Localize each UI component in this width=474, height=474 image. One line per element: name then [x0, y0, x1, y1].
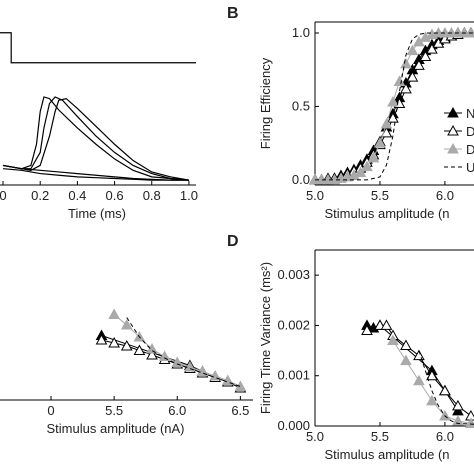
series-line: [315, 32, 474, 181]
marker: [380, 118, 393, 129]
x-tick-label: 0.6: [106, 188, 124, 203]
trace: [2, 96, 189, 181]
x-tick-label: 6.0: [168, 403, 186, 418]
y-tick-label: 0.002: [277, 317, 310, 332]
y-tick-label: 0.000: [277, 418, 310, 433]
marker: [95, 333, 108, 345]
trace: [2, 97, 190, 181]
y-tick-label: 0.5: [292, 98, 310, 113]
x-tick-label: 5.5: [371, 188, 389, 203]
x-tick-label: 5.5: [371, 429, 389, 444]
legend-label: U: [466, 160, 474, 175]
marker: [120, 339, 133, 351]
x-tick-label: 6.5: [231, 403, 249, 418]
marker: [452, 414, 464, 426]
legend-swatch: [447, 124, 459, 136]
series-line: [126, 317, 241, 387]
marker: [196, 365, 209, 376]
x-tick-label: 0: [0, 188, 7, 203]
x-tick-label: 5.0: [306, 429, 324, 444]
series-line: [418, 350, 474, 425]
marker: [367, 151, 380, 163]
marker: [426, 369, 438, 381]
marker: [439, 384, 451, 396]
y-tick-label: 0.003: [277, 267, 310, 282]
marker: [387, 96, 399, 107]
marker: [354, 166, 367, 178]
marker: [406, 71, 419, 82]
trace: [0, 32, 196, 64]
marker: [400, 339, 412, 351]
y-tick-label: 1.0: [292, 25, 310, 40]
legend-label: D: [466, 124, 474, 139]
x-tick-label: 5.0: [306, 188, 324, 203]
marker: [361, 160, 373, 172]
x-axis-label: Stimulus amplitude (n: [325, 206, 450, 221]
legend-label: D: [466, 142, 474, 157]
x-tick-label: 5.5: [105, 403, 123, 418]
marker: [361, 324, 373, 335]
panel-letter: D: [227, 233, 239, 250]
marker: [171, 356, 184, 367]
marker: [120, 318, 133, 330]
x-tick-label: 0: [47, 403, 54, 418]
x-tick-label: 6.0: [436, 188, 454, 203]
y-tick-label: 0.0: [292, 172, 310, 187]
series-line: [113, 314, 241, 387]
y-tick-label: 0.001: [277, 368, 310, 383]
series-line: [366, 324, 472, 417]
legend-label: N: [466, 106, 474, 121]
marker: [393, 75, 406, 86]
marker: [452, 399, 464, 411]
marker: [419, 50, 432, 62]
marker: [413, 374, 425, 386]
x-axis-label: Stimulus amplitude (nA): [47, 421, 185, 436]
marker: [108, 308, 120, 319]
marker: [221, 374, 234, 385]
legend-swatch: [447, 142, 459, 154]
marker: [184, 360, 196, 372]
marker: [452, 404, 464, 416]
marker: [400, 82, 412, 94]
trace: [2, 96, 189, 181]
marker: [426, 43, 438, 54]
marker: [209, 369, 221, 381]
series-line: [366, 324, 459, 412]
x-tick-label: 0.2: [31, 188, 49, 203]
x-tick-label: 0.8: [143, 188, 161, 203]
x-tick-label: 6.0: [436, 429, 454, 444]
legend-swatch: [447, 106, 459, 118]
x-tick-label: 0.4: [68, 188, 86, 203]
marker: [400, 354, 412, 366]
marker: [108, 336, 120, 348]
marker: [400, 57, 412, 69]
marker: [426, 394, 438, 406]
marker: [146, 348, 158, 360]
marker: [465, 409, 474, 421]
trace: [2, 168, 189, 181]
panel-letter: B: [227, 5, 239, 22]
y-axis-label: Firing Time Variance (ms²): [258, 262, 273, 414]
marker: [380, 319, 393, 330]
marker: [158, 350, 171, 361]
marker: [133, 344, 146, 355]
marker: [387, 334, 399, 346]
marker: [374, 137, 386, 148]
x-axis-label: Stimulus amplitude (n: [325, 447, 450, 462]
x-axis-label: Time (ms): [68, 206, 126, 221]
y-axis-label: Firing Efficiency: [258, 57, 273, 149]
marker: [406, 44, 419, 56]
x-tick-label: 1.0: [180, 188, 198, 203]
marker: [465, 26, 474, 38]
marker: [413, 59, 425, 70]
marker: [465, 417, 474, 428]
